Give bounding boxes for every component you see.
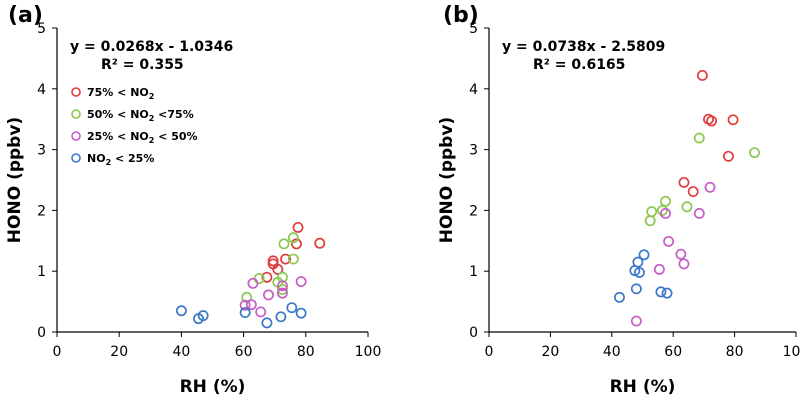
- y-tick-label: 4: [469, 82, 478, 98]
- data-point: [704, 181, 716, 193]
- y-axis-title: HONO (ppbv): [437, 117, 457, 243]
- data-point: [646, 206, 658, 218]
- data-point: [693, 132, 705, 144]
- data-point: [267, 255, 279, 267]
- data-point: [678, 258, 690, 270]
- regression-equation: y = 0.0268x - 1.0346: [70, 39, 233, 55]
- y-axis-title: HONO (ppbv): [5, 117, 25, 243]
- x-tick-label: 40: [603, 344, 621, 360]
- x-axis-title: RH (%): [610, 377, 676, 397]
- data-point: [295, 307, 307, 319]
- data-point: [314, 237, 326, 249]
- data-point: [261, 317, 273, 329]
- data-point: [749, 147, 761, 159]
- data-point: [247, 277, 259, 289]
- y-tick-label: 2: [37, 203, 46, 219]
- data-point: [278, 238, 290, 250]
- data-point: [675, 248, 687, 260]
- data-point: [630, 283, 642, 295]
- data-point: [663, 235, 675, 247]
- y-tick-label: 2: [469, 203, 478, 219]
- data-point: [657, 204, 668, 216]
- data-point: [706, 115, 718, 127]
- x-tick-label: 20: [110, 344, 128, 360]
- data-point: [291, 238, 302, 250]
- legend-entry: 25% < NO2 < 50%: [87, 130, 198, 145]
- data-point: [261, 271, 273, 283]
- x-tick-label: 0: [53, 344, 62, 360]
- data-point: [287, 232, 299, 244]
- data-point: [292, 221, 304, 233]
- x-tick-label: 40: [172, 344, 190, 360]
- y-tick-label: 5: [37, 21, 46, 37]
- y-tick-label: 3: [37, 143, 46, 159]
- legend-entry: 50% < NO2 <75%: [87, 108, 194, 123]
- legend-marker: [71, 153, 81, 163]
- x-tick-label: 20: [541, 344, 559, 360]
- data-point: [175, 305, 187, 317]
- data-point: [661, 287, 673, 299]
- x-tick-label: 80: [726, 344, 744, 360]
- legend-marker: [71, 87, 81, 97]
- y-tick-label: 0: [469, 325, 478, 341]
- data-point: [696, 69, 708, 81]
- r-squared-label: R² = 0.355: [101, 57, 184, 73]
- data-point: [638, 249, 650, 261]
- legend-marker: [71, 131, 81, 141]
- data-point: [239, 299, 251, 311]
- y-tick-label: 1: [37, 264, 46, 280]
- data-point: [272, 263, 284, 275]
- panel-label: (b): [443, 3, 479, 28]
- data-point: [633, 266, 645, 278]
- data-point: [245, 299, 257, 311]
- data-point: [277, 280, 288, 292]
- data-point: [644, 215, 656, 227]
- x-tick-label: 60: [235, 344, 253, 360]
- data-point: [280, 253, 292, 265]
- data-point: [678, 176, 690, 188]
- y-tick-label: 3: [469, 143, 478, 159]
- y-tick-label: 5: [469, 21, 478, 37]
- data-point: [286, 302, 298, 314]
- x-tick-label: 60: [664, 344, 682, 360]
- data-point: [295, 276, 307, 287]
- data-point: [197, 310, 209, 322]
- data-point: [660, 207, 671, 219]
- data-point: [277, 283, 288, 295]
- chart-panel-a: (a) 0 20 40 60 80 100 0 1 2 3 4 5 RH (%) HONO (ppbv) y …: [5, 3, 381, 397]
- x-tick-label: 100: [783, 344, 800, 360]
- y-tick-label: 1: [469, 264, 478, 280]
- y-tick-label: 0: [37, 325, 46, 341]
- chart-panel-b: (b) 0 20 40 60 80 100 0 1 2 3 4 5 RH (%) HONO (ppbv) y …: [437, 3, 800, 397]
- x-axis-title: RH (%): [180, 377, 246, 397]
- x-tick-label: 0: [485, 344, 494, 360]
- panel-label: (a): [8, 3, 43, 28]
- x-tick-label: 100: [355, 344, 382, 360]
- data-point: [614, 291, 625, 303]
- data-point: [239, 307, 251, 318]
- legend-entry: 75% < NO2: [87, 86, 154, 101]
- data-point: [655, 286, 667, 298]
- r-squared-label: R² = 0.6165: [533, 57, 625, 73]
- data-point: [630, 315, 642, 327]
- data-point: [255, 306, 267, 318]
- data-point: [263, 289, 274, 301]
- data-point: [277, 287, 288, 299]
- data-point: [727, 114, 739, 126]
- legend-marker: [71, 109, 81, 119]
- data-point: [653, 263, 665, 275]
- x-tick-label: 80: [297, 344, 315, 360]
- regression-equation: y = 0.0738x - 2.5809: [502, 39, 665, 55]
- data-point: [287, 253, 299, 265]
- data-point: [693, 207, 705, 219]
- data-point: [681, 201, 693, 213]
- data-point: [687, 186, 699, 198]
- data-point: [660, 195, 671, 207]
- legend-entry: NO2 < 25%: [87, 152, 154, 167]
- y-tick-label: 4: [37, 82, 46, 98]
- data-point: [723, 150, 734, 162]
- data-point: [275, 311, 287, 323]
